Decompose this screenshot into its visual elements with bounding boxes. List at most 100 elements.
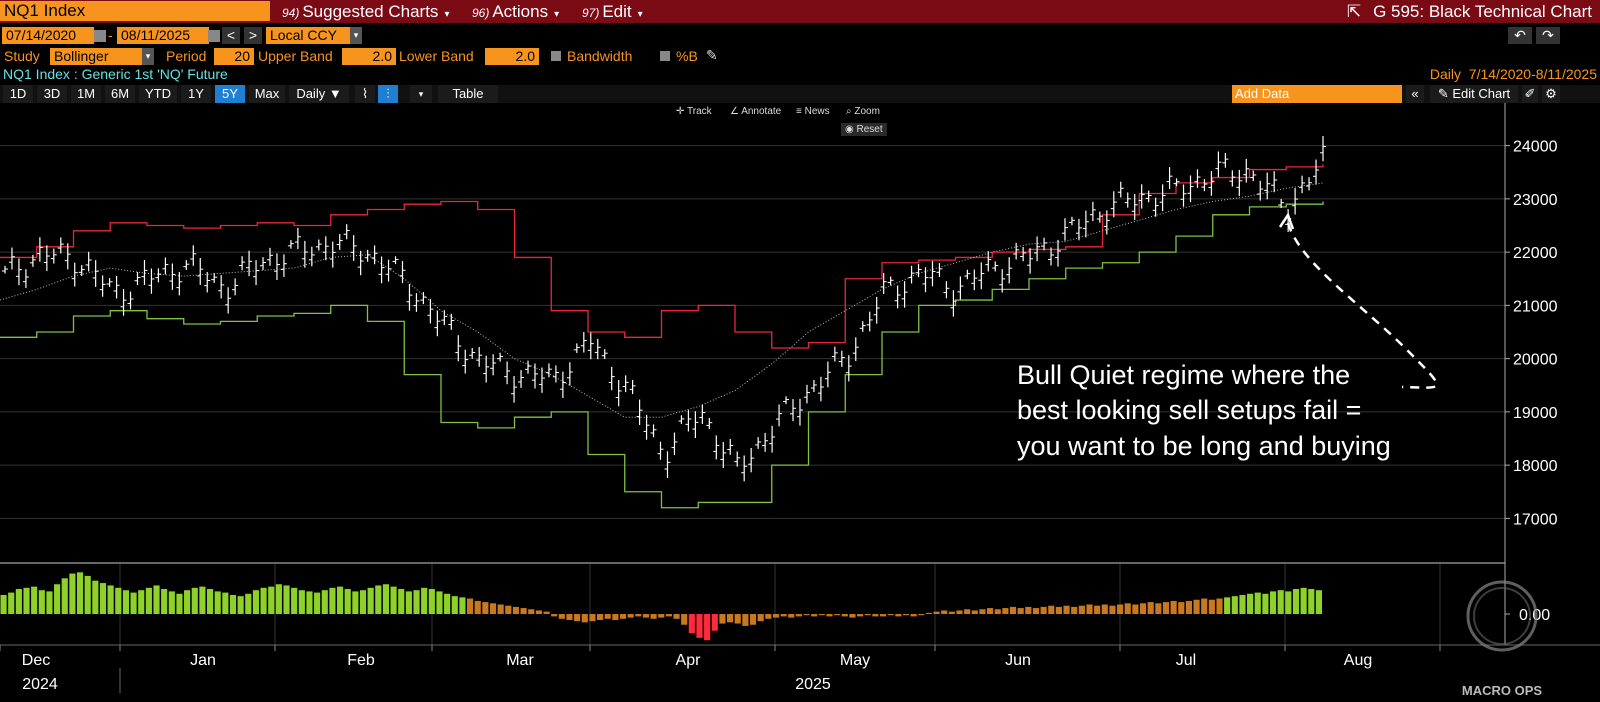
menu-suggested-charts[interactable]: 94) Suggested Charts ▾ bbox=[282, 2, 450, 21]
histogram-bar bbox=[1292, 589, 1300, 615]
histogram-bar bbox=[122, 590, 130, 615]
histogram-bar bbox=[1285, 591, 1292, 615]
lower-band-field[interactable]: 2.0 bbox=[485, 48, 539, 65]
news-icon: ≡ bbox=[796, 106, 802, 117]
lower-band-line bbox=[0, 201, 1324, 509]
histogram-bar bbox=[298, 590, 305, 615]
end-date-field[interactable]: 08/11/2025 bbox=[117, 27, 209, 44]
study-select[interactable]: Bollinger bbox=[50, 48, 150, 65]
undo-icon[interactable]: ↶ bbox=[1508, 27, 1532, 44]
histogram-bar bbox=[535, 610, 542, 615]
histogram-bar bbox=[1201, 598, 1208, 615]
next-arrow-icon[interactable]: > bbox=[244, 27, 262, 44]
currency-select[interactable]: Local CCY bbox=[266, 27, 358, 44]
chart-title: ⇱ G 595: Black Technical Chart bbox=[1346, 2, 1592, 21]
upper-band-field[interactable]: 2.0 bbox=[342, 48, 396, 65]
histogram-bar bbox=[1139, 603, 1147, 615]
histogram-bar bbox=[23, 587, 30, 615]
histogram-bar bbox=[551, 614, 558, 617]
histogram-bar bbox=[1185, 600, 1192, 615]
line-chart-icon[interactable]: ⌇ bbox=[355, 85, 375, 103]
histogram-bar bbox=[398, 589, 405, 615]
histogram-bar bbox=[367, 587, 374, 615]
chevron-down-icon: ▾ bbox=[637, 9, 643, 20]
histogram-bar bbox=[964, 609, 971, 615]
histogram-bar bbox=[650, 614, 657, 619]
histogram-bar bbox=[765, 614, 772, 619]
histogram-bar bbox=[359, 590, 367, 615]
edit-chart-button[interactable]: ✎ Edit Chart bbox=[1430, 85, 1518, 103]
histogram-bar bbox=[948, 611, 955, 615]
collapse-icon[interactable]: « bbox=[1406, 85, 1424, 103]
period-max[interactable]: Max bbox=[249, 85, 285, 103]
redo-icon[interactable]: ↷ bbox=[1536, 27, 1560, 44]
period-6m[interactable]: 6M bbox=[105, 85, 135, 103]
gear-icon[interactable]: ⚙ bbox=[1542, 85, 1560, 103]
zoom-tool[interactable]: ⌕ Zoom bbox=[846, 106, 880, 117]
histogram-bar bbox=[581, 614, 588, 623]
histogram-bar bbox=[596, 614, 604, 620]
start-date-field[interactable]: 07/14/2020 bbox=[2, 27, 94, 44]
histogram-bar bbox=[1247, 593, 1254, 615]
pctb-checkbox[interactable] bbox=[660, 51, 670, 61]
add-data-input[interactable]: Add Data bbox=[1232, 85, 1402, 103]
menu-edit[interactable]: 97) Edit ▾ bbox=[582, 2, 643, 21]
histogram-bar bbox=[1254, 592, 1261, 615]
period-field[interactable]: 20 bbox=[214, 48, 254, 65]
histogram-bar bbox=[727, 614, 734, 623]
calendar-icon[interactable] bbox=[208, 30, 220, 42]
x-year-label: 2024 bbox=[22, 676, 58, 693]
histogram-bar bbox=[887, 614, 894, 616]
histogram-bar bbox=[1170, 600, 1177, 615]
prev-arrow-icon[interactable]: < bbox=[222, 27, 240, 44]
pencil-icon[interactable]: ✎ bbox=[706, 47, 718, 63]
chevron-down-icon[interactable]: ▾ bbox=[410, 85, 432, 103]
histogram-bar bbox=[145, 587, 152, 615]
news-tool[interactable]: ≡ News bbox=[796, 106, 830, 117]
calendar-icon[interactable] bbox=[94, 30, 106, 42]
annotate-tool[interactable]: ∠ Annotate bbox=[730, 106, 782, 117]
y-tick-label: 24000 bbox=[1513, 139, 1558, 156]
bandwidth-checkbox[interactable] bbox=[551, 51, 561, 61]
frequency-select[interactable]: Daily ▼ bbox=[289, 85, 349, 103]
histogram-bar bbox=[826, 614, 833, 617]
histogram-bar bbox=[1315, 590, 1322, 615]
ticker-field[interactable]: NQ1 Index bbox=[0, 1, 270, 21]
histogram-bar bbox=[1071, 606, 1078, 615]
histogram-bar bbox=[161, 589, 168, 615]
histogram-bar bbox=[780, 614, 787, 617]
reset-button[interactable]: ◉ Reset bbox=[841, 123, 887, 136]
period-1m[interactable]: 1M bbox=[71, 85, 101, 103]
annotation-line-2: best looking sell setups fail = bbox=[1017, 395, 1361, 425]
histogram-bar bbox=[558, 614, 565, 619]
x-month-label: Jul bbox=[1176, 652, 1196, 669]
edit-icon[interactable]: ✐ bbox=[1522, 85, 1538, 103]
period-5y[interactable]: 5Y bbox=[215, 85, 245, 103]
period-3d[interactable]: 3D bbox=[37, 85, 67, 103]
histogram-bar bbox=[619, 614, 627, 619]
y-tick-label: 20000 bbox=[1513, 352, 1558, 369]
histogram-bar bbox=[1025, 606, 1032, 615]
middle-band-line bbox=[0, 182, 1324, 418]
bar-chart-icon[interactable]: ⫶ bbox=[378, 85, 398, 103]
histogram-bar bbox=[428, 589, 435, 615]
search-icon: ⌕ bbox=[846, 106, 852, 117]
period-1y[interactable]: 1Y bbox=[181, 85, 211, 103]
chevron-down-icon[interactable]: ▾ bbox=[142, 48, 154, 65]
period-1d[interactable]: 1D bbox=[3, 85, 33, 103]
annotate-icon: ∠ bbox=[730, 106, 739, 117]
period-ytd[interactable]: YTD bbox=[139, 85, 177, 103]
menu-actions[interactable]: 96) Actions ▾ bbox=[472, 2, 560, 21]
histogram-bar bbox=[956, 610, 963, 615]
histogram-bar bbox=[168, 591, 175, 615]
histogram-bar bbox=[1216, 598, 1223, 615]
table-button[interactable]: Table bbox=[438, 85, 498, 103]
histogram-bar bbox=[191, 587, 198, 615]
track-tool[interactable]: ✛ Track bbox=[676, 106, 712, 117]
histogram-bar bbox=[1155, 603, 1162, 615]
histogram-bar bbox=[61, 578, 68, 615]
export-icon[interactable]: ⇱ bbox=[1346, 2, 1362, 21]
chevron-down-icon[interactable]: ▾ bbox=[350, 27, 362, 44]
histogram-bar bbox=[1009, 606, 1017, 615]
histogram-bar bbox=[834, 614, 841, 616]
